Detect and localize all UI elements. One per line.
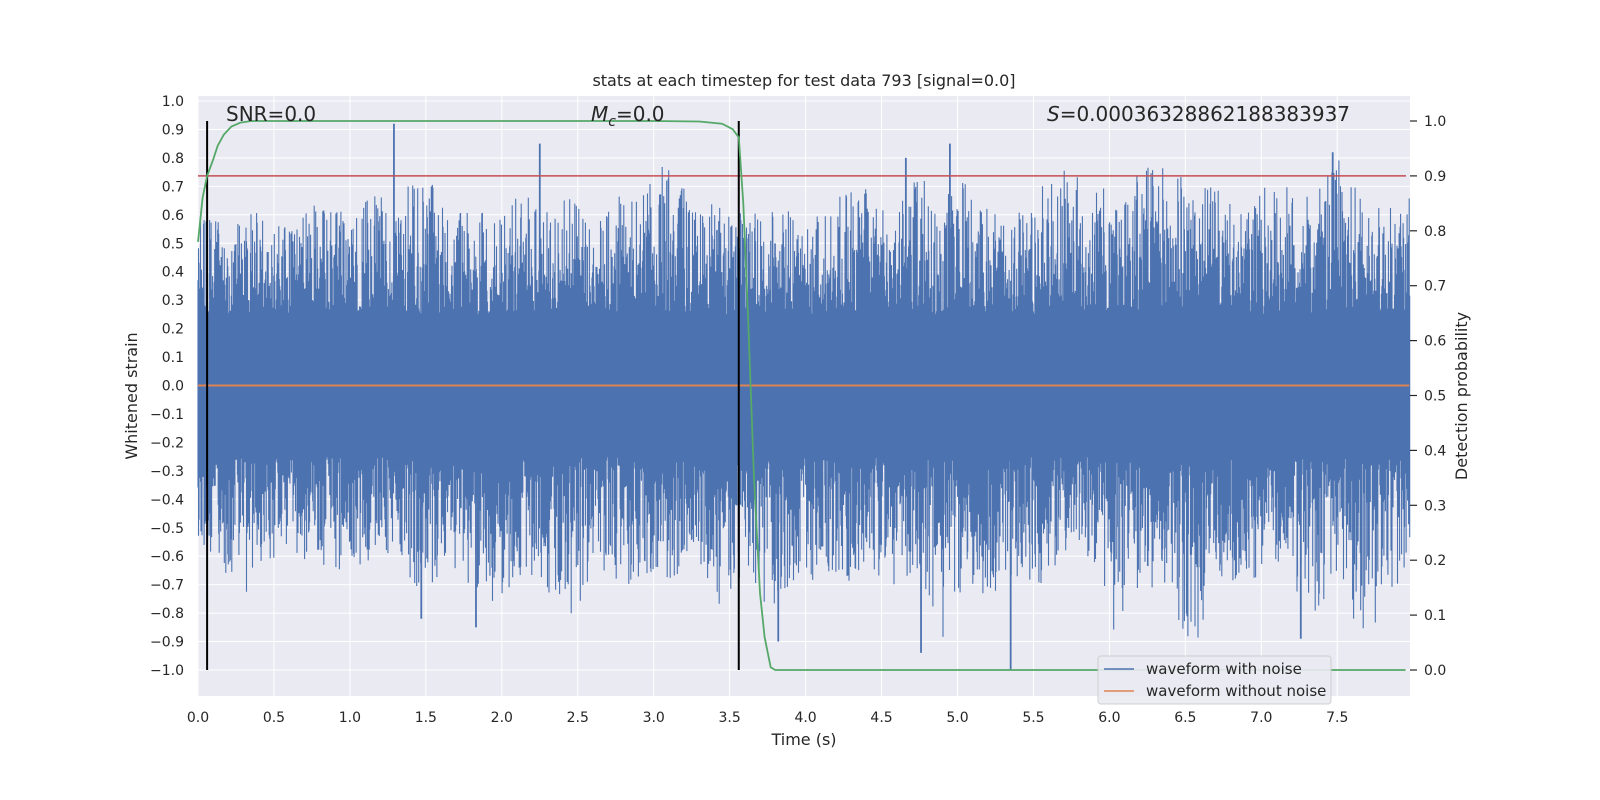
y-tick-label: −0.6	[150, 549, 184, 565]
y-tick-label: 0.8	[162, 151, 184, 167]
snr-annotation: SNR=0.0	[226, 102, 316, 126]
y2-tick-label: 0.9	[1424, 169, 1446, 185]
y-axis-label: Whitened strain	[122, 332, 141, 459]
legend-label-noise: waveform with noise	[1146, 660, 1302, 678]
y2-tick-label: 1.0	[1424, 114, 1446, 130]
x-axis-ticks: 0.0 0.5 1.0 1.5 2.0 2.5 3.0 3.5 4.0 4.5 5.0 5.5 6.0 6…	[187, 710, 1349, 726]
x-tick-label: 4.5	[870, 710, 892, 726]
y-tick-label: 0.5	[162, 236, 184, 252]
y2-tick-label: 0.1	[1424, 608, 1446, 624]
y-tick-label: −1.0	[150, 663, 184, 679]
y-tick-label: −0.8	[150, 606, 184, 622]
y-tick-label: −0.3	[150, 464, 184, 480]
y-tick-label: 1.0	[162, 94, 184, 110]
x-tick-label: 5.5	[1022, 710, 1044, 726]
legend-box	[1097, 655, 1332, 705]
legend-label-clean: waveform without noise	[1146, 682, 1326, 700]
x-tick-label: 7.0	[1250, 710, 1272, 726]
y2-tick-label: 0.3	[1424, 498, 1446, 514]
x-tick-label: 1.5	[415, 710, 437, 726]
x-tick-label: 2.5	[567, 710, 589, 726]
y2-tick-label: 0.5	[1424, 389, 1446, 405]
legend: waveform with noise waveform without noi…	[1097, 655, 1332, 705]
probability-trace	[197, 120, 1406, 671]
y2-tick-label: 0.0	[1424, 663, 1446, 679]
y-tick-label: −0.4	[150, 492, 184, 508]
chirp-mass-annotation: Mc=0.0	[591, 102, 665, 130]
y-tick-label: −0.9	[150, 635, 184, 651]
s-statistic-annotation: S=0.0003632886218838393​7	[1047, 102, 1350, 126]
y-tick-label: 0.3	[162, 293, 184, 309]
y2-axis-label: Detection probability	[1452, 312, 1471, 480]
x-tick-label: 1.0	[339, 710, 361, 726]
y2-tick-label: 0.7	[1424, 279, 1446, 295]
y2-axis-ticks: 1.0 0.9 0.8 0.7 0.6 0.5 0.4 0.3 0.2 0.1 0.0	[1410, 114, 1446, 679]
x-tick-label: 6.0	[1098, 710, 1120, 726]
x-tick-label: 7.5	[1326, 710, 1348, 726]
y-tick-label: 0.1	[162, 350, 184, 366]
y-tick-label: 0.4	[162, 265, 184, 281]
x-axis-label: Time (s)	[770, 730, 836, 749]
y-tick-label: −0.1	[150, 407, 184, 423]
y-axis-ticks: 1.0 0.9 0.8 0.7 0.6 0.5 0.4 0.3 0.2 0.1 0.0 −0.1 −0.…	[150, 94, 184, 679]
noise-trace	[197, 160, 1411, 638]
y-tick-label: 0.0	[162, 379, 184, 395]
y-tick-label: 0.9	[162, 122, 184, 138]
x-tick-label: 5.0	[946, 710, 968, 726]
y-tick-label: −0.7	[150, 578, 184, 594]
x-tick-label: 3.0	[643, 710, 665, 726]
vertical-markers	[206, 121, 740, 670]
y2-tick-label: 0.2	[1424, 553, 1446, 569]
x-tick-label: 3.5	[719, 710, 741, 726]
y-tick-label: 0.6	[162, 208, 184, 224]
x-tick-label: 0.5	[263, 710, 285, 726]
y-tick-label: −0.2	[150, 435, 184, 451]
x-tick-label: 4.0	[794, 710, 816, 726]
y-tick-label: 0.2	[162, 322, 184, 338]
x-tick-label: 6.5	[1174, 710, 1196, 726]
series-detection-probability	[197, 120, 1406, 671]
y2-tick-label: 0.4	[1424, 443, 1446, 459]
y-tick-label: 0.7	[162, 179, 184, 195]
x-tick-label: 0.0	[187, 710, 209, 726]
y2-tick-label: 0.8	[1424, 224, 1446, 240]
x-tick-label: 2.0	[491, 710, 513, 726]
y2-tick-label: 0.6	[1424, 334, 1446, 350]
chart-title: stats at each timestep for test data 793…	[592, 71, 1015, 90]
y-tick-label: −0.5	[150, 521, 184, 537]
